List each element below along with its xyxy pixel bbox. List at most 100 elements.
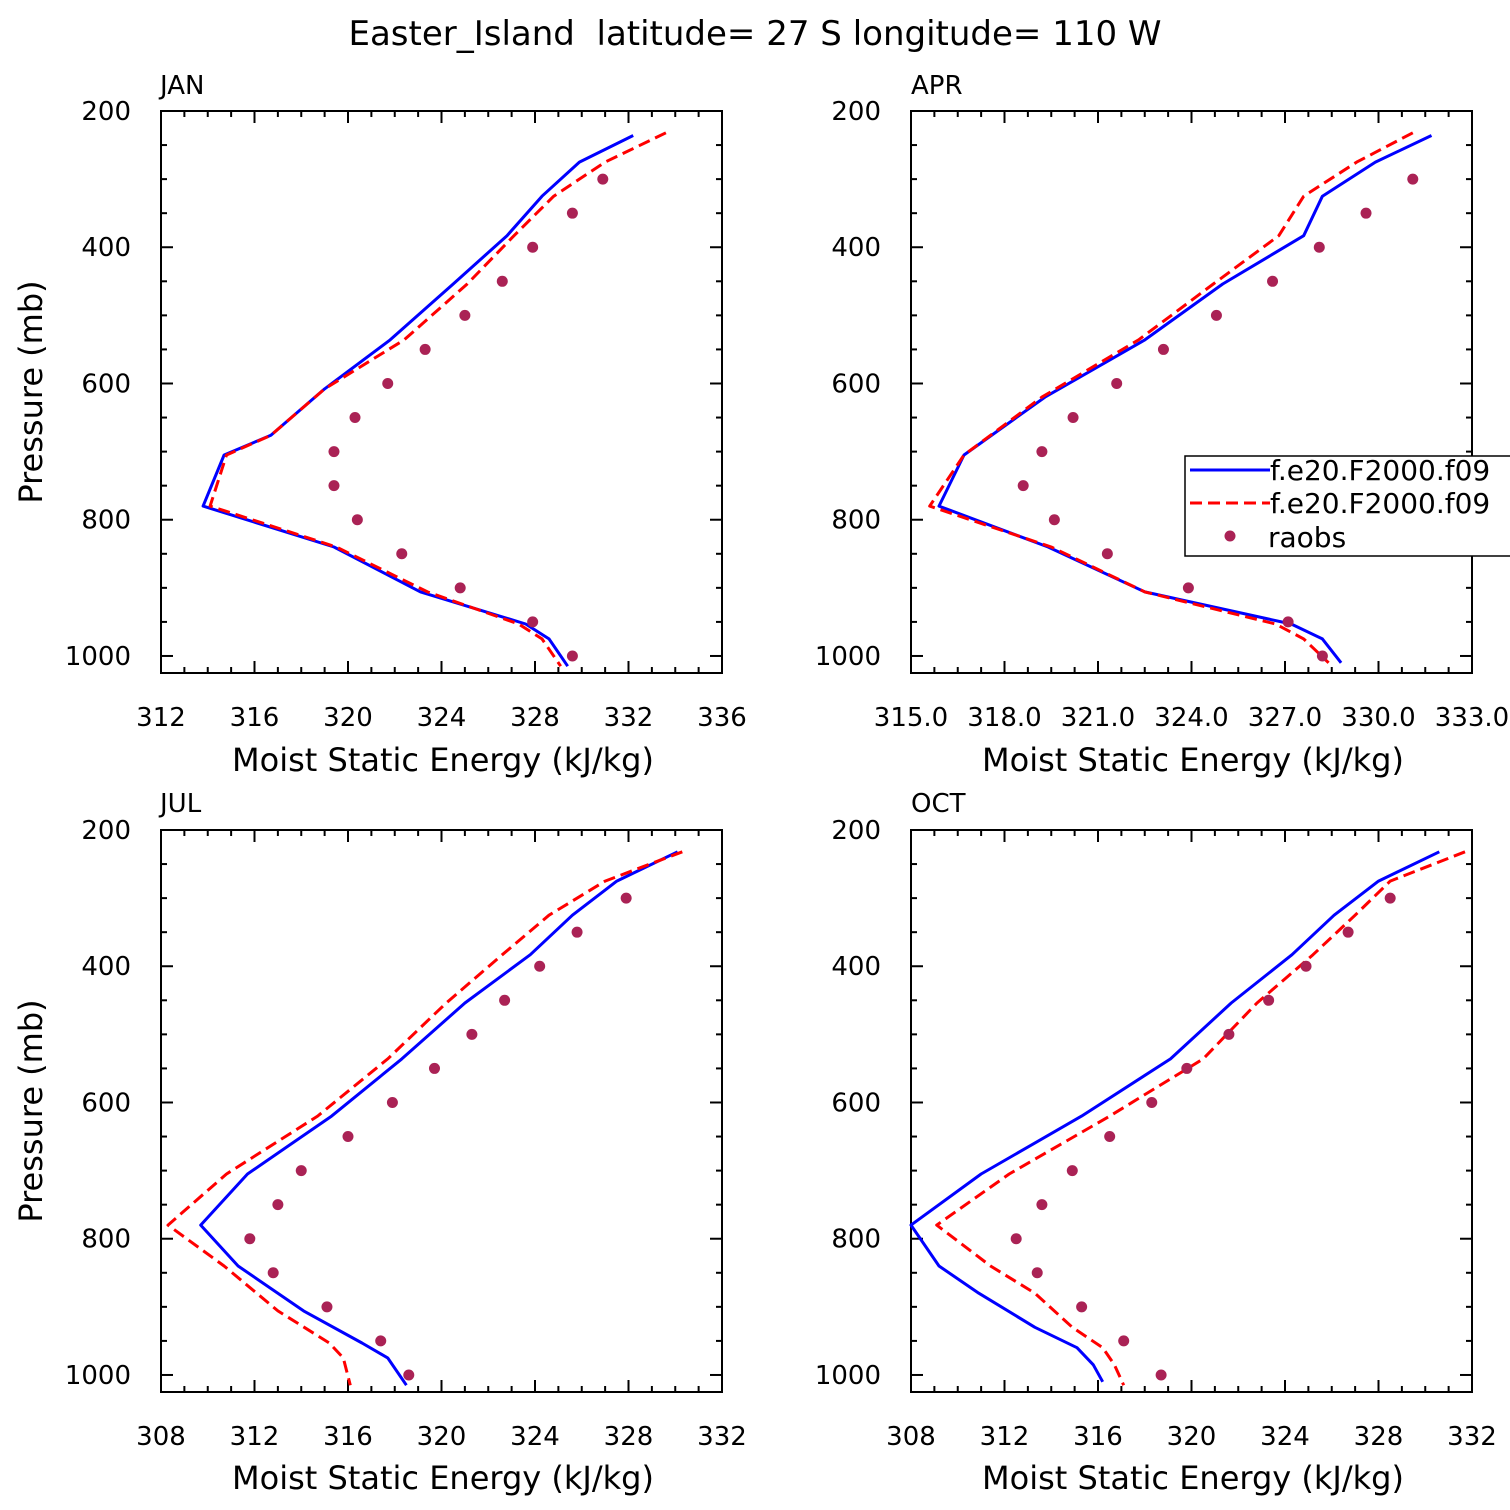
y-tick-label: 800: [831, 506, 881, 536]
series-line-dashed: [166, 850, 683, 1386]
panel-label-jan: JAN: [158, 71, 204, 101]
raobs-point: [466, 1028, 478, 1040]
x-axis-title-oct: Moist Static Energy (kJ/kg): [982, 1459, 1404, 1497]
legend-label-3: raobs: [1268, 521, 1346, 554]
raobs-point: [272, 1199, 284, 1211]
x-tick-label: 324: [1260, 1422, 1310, 1452]
x-tick-label: 327.0: [1248, 703, 1322, 733]
panel-apr: APR 315.0 318.0 321.0 324.0 327.0 330.0 333.0 2…: [815, 71, 1509, 779]
plot-area-oct: 308 312 316 320 324 328 332 200 400 600 800 1000: [815, 816, 1497, 1452]
raobs-point: [351, 514, 363, 526]
y-tick-label: 200: [831, 97, 881, 127]
raobs-point: [244, 1233, 256, 1245]
series-line-solid: [199, 850, 679, 1387]
x-tick-label: 328: [510, 703, 560, 733]
x-axis-title-jan: Moist Static Energy (kJ/kg): [232, 741, 654, 779]
raobs-point: [1036, 446, 1048, 458]
legend-label-1: f.e20.F2000.f09: [1270, 454, 1490, 487]
raobs-point: [1017, 480, 1029, 492]
raobs-point: [1101, 548, 1113, 560]
y-tick-label: 400: [831, 233, 881, 263]
x-tick-label: 316: [230, 703, 280, 733]
raobs-point: [1263, 994, 1275, 1006]
y-tick-label: 800: [831, 1225, 881, 1255]
y-tick-label: 200: [81, 816, 131, 846]
y-tick-label: 1000: [815, 1361, 881, 1391]
y-axis-title-jan: Pressure (mb): [12, 280, 50, 503]
raobs-point: [496, 275, 508, 287]
raobs-point: [1282, 616, 1294, 628]
x-tick-label: 318.0: [967, 703, 1041, 733]
raobs-point: [1076, 1301, 1088, 1313]
x-tick-label: 312: [980, 1422, 1030, 1452]
x-tick-label: 324: [417, 703, 467, 733]
raobs-point: [566, 207, 578, 219]
y-tick-label: 1000: [65, 1361, 131, 1391]
raobs-point: [342, 1131, 354, 1143]
x-axis-title-jul: Moist Static Energy (kJ/kg): [232, 1459, 654, 1497]
raobs-point: [328, 446, 340, 458]
x-tick-label: 320: [323, 703, 373, 733]
panel-oct: OCT 308 312 316 320 324 328 332 200 400 600 800 100…: [815, 789, 1497, 1497]
raobs-point: [1267, 275, 1279, 287]
raobs-point: [1407, 173, 1419, 185]
y-tick-label: 600: [831, 369, 881, 399]
raobs-point: [1048, 514, 1060, 526]
x-tick-label: 332: [697, 1422, 747, 1452]
raobs-point: [454, 582, 466, 594]
y-tick-label: 200: [831, 816, 881, 846]
x-tick-label: 328: [604, 1422, 654, 1452]
x-tick-label: 308: [886, 1422, 936, 1452]
raobs-point: [1146, 1096, 1158, 1108]
x-tick-label: 328: [1354, 1422, 1404, 1452]
x-tick-label: 321.0: [1061, 703, 1135, 733]
plot-area-jul: 308 312 316 320 324 328 332 200 400 600 800 1000: [65, 816, 747, 1452]
plot-area-apr: 315.0 318.0 321.0 324.0 327.0 330.0 333.0 200 40…: [815, 97, 1509, 733]
y-tick-label: 1000: [65, 642, 131, 672]
raobs-point: [1036, 1199, 1048, 1211]
raobs-point: [1181, 1062, 1193, 1074]
panel-label-jul: JUL: [158, 789, 202, 819]
raobs-point: [1384, 892, 1396, 904]
x-tick-label: 312: [230, 1422, 280, 1452]
raobs-point: [1316, 650, 1328, 662]
y-tick-label: 800: [81, 506, 131, 536]
y-tick-label: 600: [81, 1088, 131, 1118]
raobs-point: [459, 309, 471, 321]
legend: f.e20.F2000.f09 f.e20.F2000.f09 raobs: [1184, 454, 1510, 557]
raobs-point: [295, 1165, 307, 1177]
panel-jan: JAN 312 316 320 324 328 332 336 200 400 600 800 100…: [12, 71, 747, 779]
y-tick-label: 600: [81, 369, 131, 399]
x-tick-label: 332: [1447, 1422, 1497, 1452]
x-tick-label: 320: [1167, 1422, 1217, 1452]
raobs-point: [1223, 1028, 1235, 1040]
x-tick-label: 336: [697, 703, 747, 733]
series-line-dashed: [928, 131, 1414, 664]
raobs-point: [597, 173, 609, 185]
raobs-point: [267, 1267, 279, 1279]
raobs-point: [499, 994, 511, 1006]
x-tick-label: 315.0: [874, 703, 948, 733]
series-line-solid: [909, 850, 1440, 1383]
legend-box: [1184, 455, 1510, 557]
raobs-point: [1118, 1335, 1130, 1347]
raobs-point: [1111, 377, 1123, 389]
y-tick-label: 600: [831, 1088, 881, 1118]
panel-label-oct: OCT: [911, 789, 966, 819]
raobs-point: [428, 1062, 440, 1074]
x-tick-label: 308: [136, 1422, 186, 1452]
raobs-point: [375, 1335, 387, 1347]
raobs-point: [1157, 343, 1169, 355]
legend-label-2: f.e20.F2000.f09: [1270, 487, 1490, 520]
plot-area-jan: 312 316 320 324 328 332 336 200 400 600 800 1000: [65, 97, 747, 733]
panel-jul: JUL 308 312 316 320 324 328 332 200 400 600 800 100…: [12, 789, 747, 1497]
series-line-dashed: [208, 131, 667, 668]
raobs-point: [403, 1369, 415, 1381]
raobs-point: [534, 960, 546, 972]
x-tick-label: 316: [1073, 1422, 1123, 1452]
raobs-point: [1155, 1369, 1167, 1381]
plot-frame-oct: [910, 829, 1473, 1393]
plot-frame-jan: [160, 110, 723, 674]
raobs-point: [1182, 582, 1194, 594]
